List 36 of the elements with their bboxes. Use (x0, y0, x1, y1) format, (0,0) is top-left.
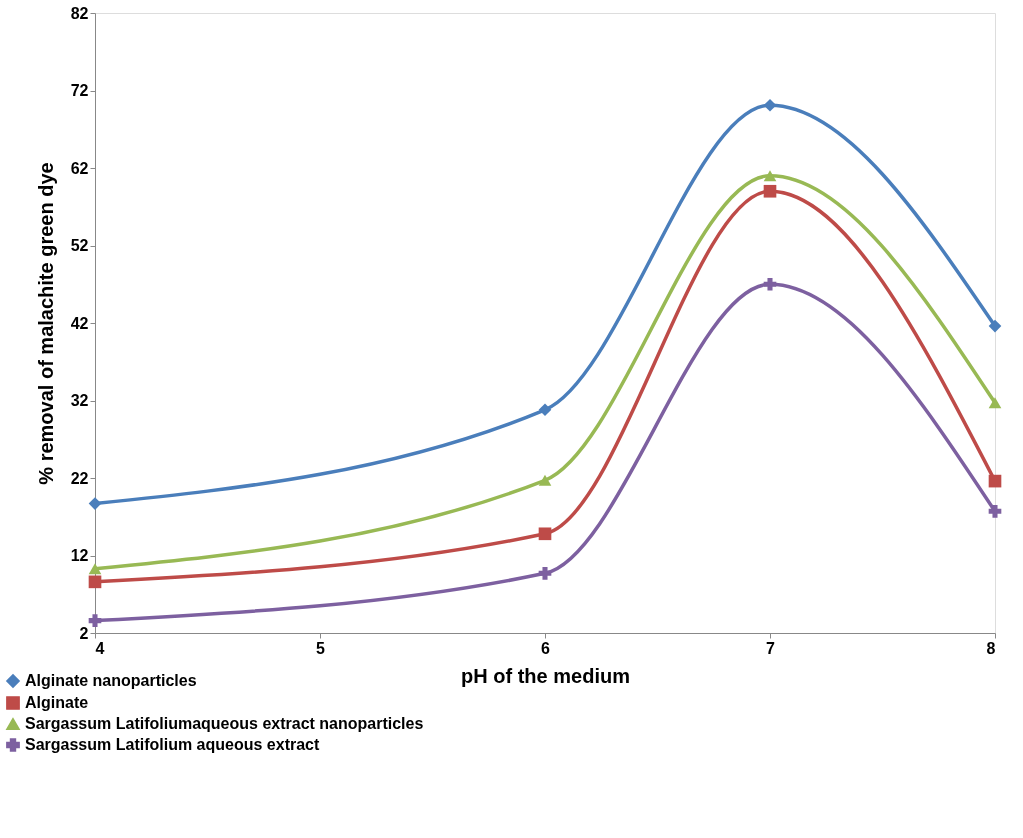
legend-label: Sargassum Latifoliumaqueous extract nanoparticles (25, 715, 424, 732)
point (763, 170, 777, 182)
point (538, 527, 552, 541)
y-tick-label: 12 (70, 547, 89, 564)
x-tick-label: 6 (541, 639, 551, 657)
x-axis-title: pH of the medium (461, 664, 630, 687)
y-tick-label: 32 (70, 392, 89, 409)
y-tick-label: 82 (70, 4, 89, 22)
point (988, 397, 1002, 409)
y-tick-label: 52 (70, 237, 89, 254)
point (763, 277, 777, 291)
point (88, 575, 102, 589)
x-tick-label: 5 (316, 639, 326, 657)
point (763, 184, 777, 198)
legend-label: Alginate (25, 694, 89, 711)
point (763, 98, 777, 112)
legend-label: Sargassum Latifolium aqueous extract (25, 736, 320, 753)
point (88, 497, 102, 510)
x-tick-label: 7 (766, 639, 776, 657)
point (538, 567, 552, 580)
y-tick-label: 2 (79, 624, 89, 642)
x-tick-label: 4 (95, 639, 105, 657)
y-tick-label: 22 (70, 469, 89, 487)
y-tick-label: 42 (70, 314, 89, 332)
point (538, 474, 552, 486)
point (988, 319, 1002, 333)
point (538, 403, 552, 417)
point (88, 614, 102, 627)
point (988, 474, 1002, 488)
point (988, 505, 1002, 518)
y-axis-title: % removal of malachite green dye (34, 162, 57, 485)
legend-label: Alginate nanoparticles (25, 672, 197, 689)
y-tick-label: 72 (70, 82, 89, 99)
x-tick-label: 8 (986, 639, 996, 657)
point (88, 563, 102, 575)
y-tick-label: 62 (70, 159, 89, 177)
